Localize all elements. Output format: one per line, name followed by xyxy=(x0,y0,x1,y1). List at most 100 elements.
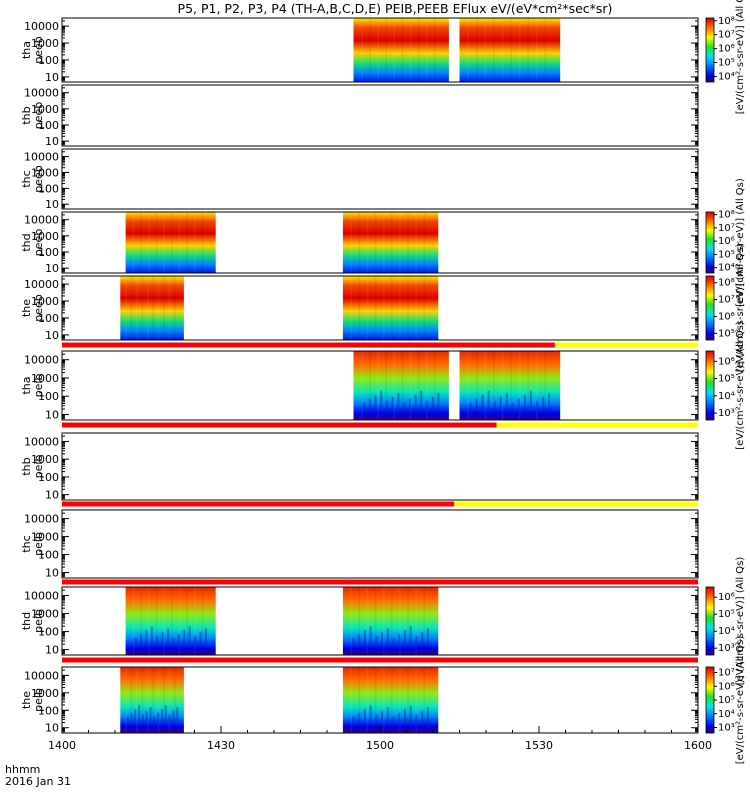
y-tick-label: 100 xyxy=(38,471,59,484)
spectrogram-streak xyxy=(358,667,361,733)
spectrogram-streak xyxy=(136,276,138,340)
spectrogram-ion-streak xyxy=(517,398,520,412)
spectrogram-streak xyxy=(130,667,133,733)
spectrogram-ion-streak xyxy=(369,705,372,722)
spectrogram-streak xyxy=(510,18,512,82)
spectrogram-streak xyxy=(140,587,142,655)
panel-label-probe: tha xyxy=(20,41,33,59)
spectrogram-streak xyxy=(423,587,426,655)
spectrogram-ion-streak xyxy=(381,710,384,725)
colorbar-tick-label: 10⁵ xyxy=(718,328,735,339)
spectrogram-block xyxy=(342,667,439,733)
colorbar-tick-label: 10⁸ xyxy=(718,16,735,27)
spectrogram-ion-streak xyxy=(380,390,383,409)
spectrogram-ion-streak xyxy=(397,392,400,410)
spectrogram-streak xyxy=(369,351,371,420)
spectrogram-ion-streak xyxy=(183,630,186,646)
spectrogram-block xyxy=(459,351,561,420)
colorbar-tick-label: 10⁵ xyxy=(718,609,735,620)
spectrogram-ion-streak xyxy=(161,708,164,724)
spectrogram-streak xyxy=(163,212,165,273)
spectrogram-ion-streak xyxy=(172,638,175,649)
spectrogram-ion-streak xyxy=(392,716,395,727)
spectrogram-ion-streak xyxy=(398,712,401,725)
spectrogram-ion-streak xyxy=(386,707,389,723)
y-tick-label: 100 xyxy=(38,119,59,132)
spectrogram-streak xyxy=(399,667,401,733)
status-bar-bad-segment xyxy=(62,422,497,428)
spectrogram-streak xyxy=(171,212,173,273)
spectrogram-block xyxy=(125,212,216,273)
spectrogram-streak xyxy=(366,667,369,733)
status-bar-good-segment xyxy=(496,422,698,428)
spectrogram-streak xyxy=(186,587,188,655)
spectrogram-streak xyxy=(358,212,361,273)
y-tick-label: 1000 xyxy=(31,230,59,243)
spectrogram-streak xyxy=(527,18,529,82)
spectrogram-block xyxy=(342,587,439,655)
spectrogram-ion-streak xyxy=(363,708,366,724)
spectrogram-streak xyxy=(409,18,412,82)
spectrogram-streak xyxy=(391,667,393,733)
y-tick-label: 10000 xyxy=(24,214,59,227)
y-tick-label: 100 xyxy=(38,549,59,562)
spectrogram-ion-streak xyxy=(403,402,406,414)
y-tick-label: 1000 xyxy=(31,531,59,544)
spectrogram-streak xyxy=(407,212,409,273)
spectrogram-ion-streak xyxy=(374,394,377,410)
spectrogram-ion-streak xyxy=(469,402,472,414)
spectrogram-ion-streak xyxy=(168,714,171,726)
spectrogram-streak xyxy=(393,351,396,420)
spectrogram-streak xyxy=(369,18,371,82)
spectrogram-streak xyxy=(518,351,521,420)
spectrogram-ion-streak xyxy=(167,628,170,645)
spectrogram-streak xyxy=(201,212,204,273)
spectrogram-streak xyxy=(174,276,176,340)
spectrogram-streak xyxy=(434,351,436,420)
spectrogram-ion-streak xyxy=(363,402,366,414)
colorbar-tick-label: 10³ xyxy=(718,723,735,734)
spectrogram-streak xyxy=(399,212,401,273)
spectrogram-ion-streak xyxy=(204,628,207,645)
spectrogram-streak xyxy=(174,667,176,733)
spectrogram-block xyxy=(342,276,439,340)
y-tick-label: 10 xyxy=(45,489,59,502)
colorbar-tick-label: 10⁷ xyxy=(718,295,735,306)
spectrogram-streak xyxy=(417,351,420,420)
spectrogram-streak xyxy=(415,667,417,733)
spectrogram-streak xyxy=(366,212,369,273)
spectrogram-ion-streak xyxy=(188,626,191,644)
spectrogram-ion-streak xyxy=(352,638,355,649)
spectrogram-block xyxy=(353,351,449,420)
spectrogram-ion-streak xyxy=(153,716,156,727)
colorbar-tick-label: 10⁶ xyxy=(718,311,735,322)
spectrogram-ion-streak xyxy=(138,705,141,722)
spectrogram-streak xyxy=(417,18,420,82)
panel-label-product: peeb xyxy=(32,294,45,322)
spectrogram-block xyxy=(120,276,184,340)
spectrogram-streak xyxy=(157,667,160,733)
spectrogram-streak xyxy=(178,587,181,655)
colorbar xyxy=(705,17,715,83)
spectrogram-streak xyxy=(194,587,196,655)
colorbar-tick-label: 10⁵ xyxy=(718,695,735,706)
spectrogram-streak xyxy=(171,587,173,655)
spectrogram-ion-streak xyxy=(145,710,148,725)
y-tick-label: 10 xyxy=(45,644,59,657)
panel-label-product: peib xyxy=(32,532,45,556)
x-tick-label: 1530 xyxy=(525,739,553,752)
spectrogram-ion-streak xyxy=(130,712,133,725)
spectrogram-ion-streak xyxy=(487,390,490,409)
colorbar-tick-label: 10⁴ xyxy=(718,71,735,82)
spectrogram-block xyxy=(459,18,561,82)
spectrogram-ion-streak xyxy=(134,638,137,649)
panel-label-probe: thd xyxy=(20,233,33,251)
y-tick-label: 1000 xyxy=(31,295,59,308)
spectrogram-ion-streak xyxy=(164,705,167,722)
y-tick-label: 10 xyxy=(45,262,59,275)
colorbar-tick-label: 10⁴ xyxy=(718,626,735,637)
spectrogram-streak xyxy=(401,351,404,420)
panel-label-probe: the xyxy=(20,691,33,709)
panel-frame xyxy=(61,84,699,147)
colorbar-tick-label: 10⁵ xyxy=(718,249,735,260)
